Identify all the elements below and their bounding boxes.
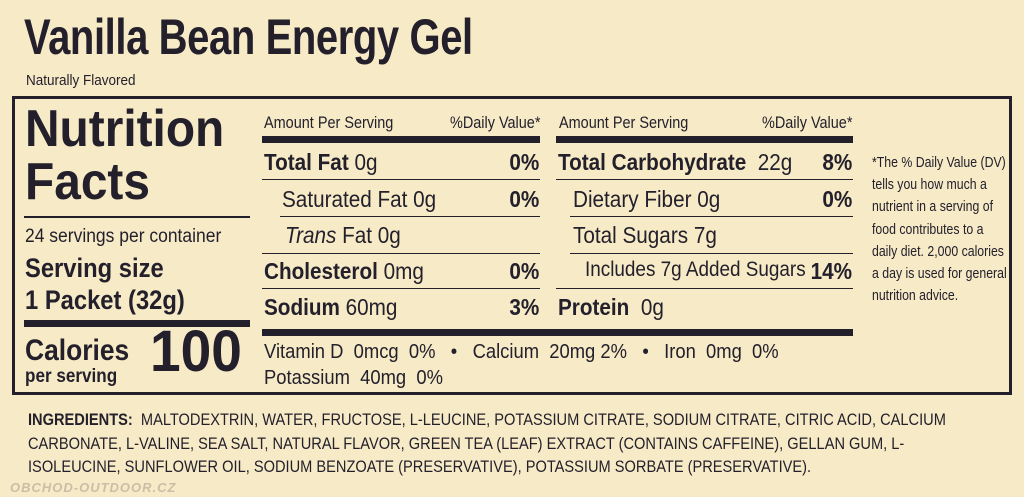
row-divider <box>280 216 540 217</box>
product-title: Vanilla Bean Energy Gel <box>24 9 473 65</box>
row-divider <box>570 253 853 254</box>
table-row: Sodium 60mg <box>264 294 398 320</box>
ingredients-label: INGREDIENTS: <box>28 410 133 429</box>
product-subtitle: Naturally Flavored <box>26 72 136 89</box>
left-header-amount: Amount Per Serving <box>264 113 394 132</box>
calories-value: 100 <box>150 319 242 384</box>
row-divider <box>570 216 853 217</box>
row-divider <box>556 288 853 289</box>
right-thick-rule <box>556 136 853 143</box>
table-row: Total Carbohydrate 22g <box>558 149 793 175</box>
vitamins-thick-rule <box>262 329 853 336</box>
row-divider <box>262 253 540 254</box>
table-row: Trans Fat 0g <box>285 222 401 248</box>
table-row: Cholesterol 0mg <box>264 258 424 284</box>
table-row-dv: 14% <box>810 258 852 284</box>
calories-label: Calories <box>25 334 130 367</box>
ingredients: INGREDIENTS: MALTODEXTRIN, WATER, FRUCTO… <box>28 408 965 479</box>
left-header-dv: %Daily Value* <box>449 113 540 132</box>
table-row: Protein 0g <box>558 294 664 320</box>
ingredients-text: MALTODEXTRIN, WATER, FRUCTOSE, L-LEUCINE… <box>28 410 946 476</box>
table-row-dv: 3% <box>509 294 539 320</box>
vitamins-line-2: Potassium 40mg 0% <box>264 367 443 389</box>
table-row-dv: 0% <box>509 149 539 175</box>
row-divider <box>262 288 540 289</box>
table-row-dv: 0% <box>509 258 539 284</box>
serving-size: Serving size 1 Packet (32g) <box>25 253 185 315</box>
divider <box>24 216 250 218</box>
table-row: Includes 7g Added Sugars <box>585 258 806 281</box>
table-row: Total Sugars 7g <box>573 222 717 248</box>
table-row: Saturated Fat 0g <box>282 186 437 212</box>
daily-value-footnote: *The % Daily Value (DV) tells you how mu… <box>872 154 1007 305</box>
left-thick-rule <box>262 136 540 143</box>
right-header-dv: %Daily Value* <box>761 113 852 132</box>
watermark: OBCHOD-OUTDOOR.CZ <box>10 480 177 495</box>
table-row-dv: 0% <box>509 186 539 212</box>
servings-per-container: 24 servings per container <box>25 226 222 247</box>
nutrition-facts-box <box>12 96 1012 395</box>
right-header-amount: Amount Per Serving <box>559 113 689 132</box>
table-row: Total Fat 0g <box>264 149 378 175</box>
row-divider <box>262 179 540 180</box>
nutrition-facts-heading: Nutrition Facts <box>25 100 225 211</box>
table-row-dv: 0% <box>822 186 852 212</box>
calories-sub-label: per serving <box>25 366 118 387</box>
thick-divider <box>24 320 250 327</box>
vitamins-line-1: Vitamin D 0mcg 0% • Calcium 20mg 2% • Ir… <box>264 341 779 363</box>
table-row: Dietary Fiber 0g <box>573 186 721 212</box>
row-divider <box>556 179 853 180</box>
table-row-dv: 8% <box>822 149 852 175</box>
